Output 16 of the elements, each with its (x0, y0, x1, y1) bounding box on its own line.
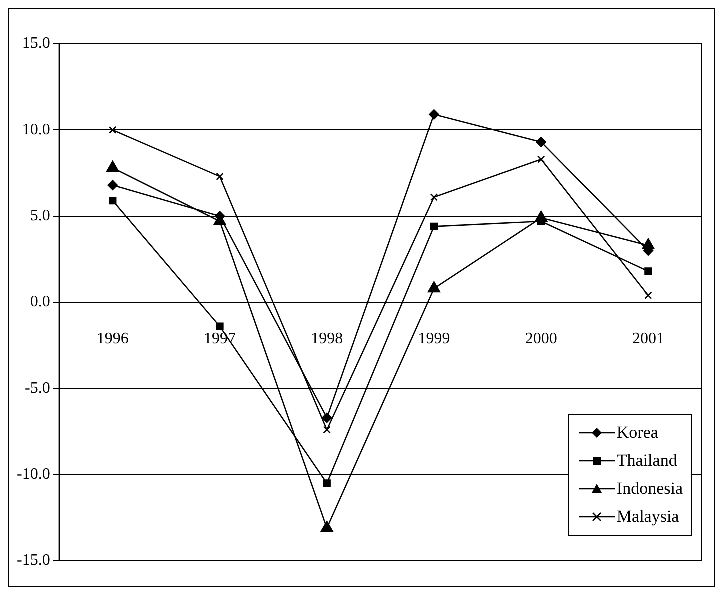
y-tick-label: -10.0 (17, 466, 50, 484)
legend-label: Korea (616, 422, 658, 444)
x-tick-label: 1996 (96, 330, 129, 348)
x-tick-label: 2000 (525, 330, 558, 348)
y-tick-label: 10.0 (22, 121, 50, 138)
legend-label: Thailand (616, 450, 678, 472)
legend-label: Malaysia (616, 506, 680, 528)
y-tick-label: 0.0 (30, 294, 50, 311)
y-tick-label: 5.0 (30, 208, 50, 225)
legend-label: Indonesia (616, 478, 683, 500)
x-tick-label: 1998 (311, 330, 344, 348)
x-tick-label: 1999 (418, 330, 450, 348)
y-tick-label: 15.0 (22, 35, 50, 52)
y-tick-label: -5.0 (25, 380, 50, 397)
y-tick-label: -15.0 (17, 552, 50, 570)
x-tick-label: 2001 (632, 330, 664, 348)
